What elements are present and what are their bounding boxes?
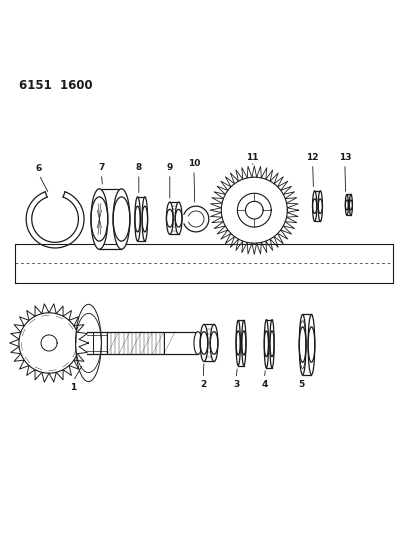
- Ellipse shape: [194, 332, 202, 354]
- Ellipse shape: [270, 320, 274, 368]
- Text: 11: 11: [246, 153, 259, 162]
- Ellipse shape: [345, 195, 348, 215]
- Text: 13: 13: [339, 153, 351, 162]
- Text: 10: 10: [188, 159, 200, 168]
- Ellipse shape: [113, 189, 130, 249]
- Ellipse shape: [264, 320, 268, 368]
- Ellipse shape: [91, 189, 108, 249]
- Ellipse shape: [135, 197, 140, 241]
- Text: 6: 6: [36, 164, 42, 173]
- Text: 3: 3: [233, 381, 239, 390]
- Ellipse shape: [175, 202, 182, 235]
- Text: 7: 7: [98, 163, 104, 172]
- Ellipse shape: [210, 325, 218, 361]
- Text: 4: 4: [261, 381, 268, 390]
- Ellipse shape: [200, 325, 208, 361]
- Text: 1: 1: [70, 383, 76, 392]
- Text: 6151  1600: 6151 1600: [19, 79, 93, 92]
- Ellipse shape: [308, 314, 315, 375]
- Ellipse shape: [142, 197, 148, 241]
- Ellipse shape: [75, 304, 101, 382]
- Text: 12: 12: [306, 153, 319, 162]
- Text: 2: 2: [200, 381, 206, 390]
- Ellipse shape: [236, 320, 240, 366]
- Ellipse shape: [349, 195, 353, 215]
- Ellipse shape: [299, 314, 306, 375]
- Text: 5: 5: [298, 381, 304, 390]
- Ellipse shape: [242, 320, 246, 366]
- Text: 9: 9: [166, 163, 173, 172]
- Ellipse shape: [166, 202, 173, 235]
- Ellipse shape: [313, 191, 317, 221]
- Ellipse shape: [318, 191, 322, 221]
- Text: 8: 8: [136, 163, 142, 172]
